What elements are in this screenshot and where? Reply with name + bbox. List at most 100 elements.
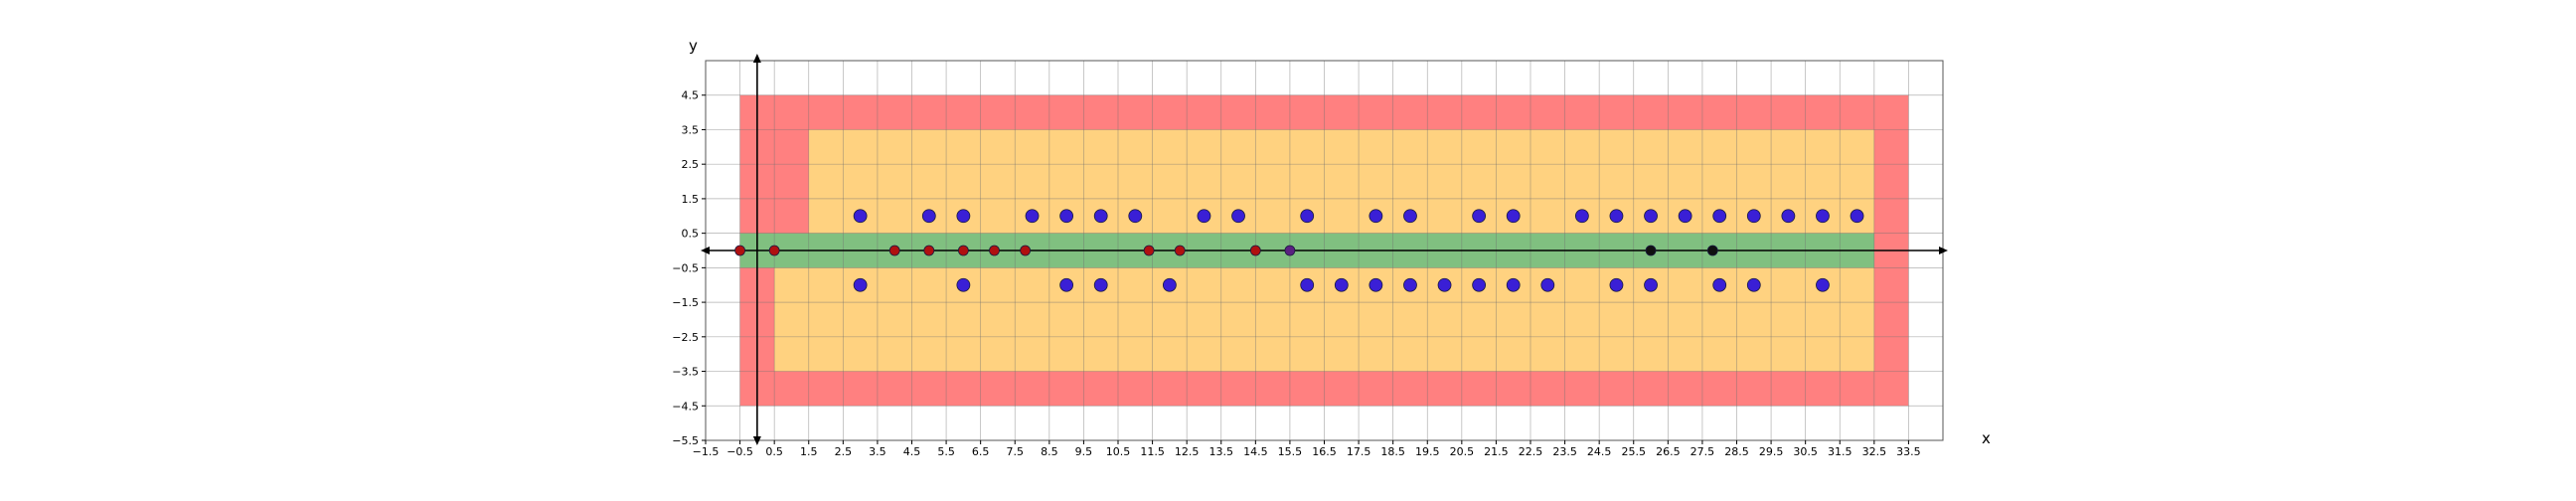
x-tick-label: 3.5 bbox=[869, 445, 886, 458]
x-tick-label: −1.5 bbox=[693, 445, 720, 458]
y-tick-label: 0.5 bbox=[682, 228, 700, 241]
x-tick-label: 9.5 bbox=[1075, 445, 1093, 458]
data-point bbox=[853, 209, 868, 224]
region-1 bbox=[808, 129, 1874, 234]
x-tick-label: 13.5 bbox=[1209, 445, 1234, 458]
data-point bbox=[1231, 209, 1245, 224]
data-point bbox=[1678, 209, 1692, 224]
y-tick-label: −5.5 bbox=[672, 434, 699, 447]
data-point bbox=[1781, 209, 1796, 224]
x-tick-label: 24.5 bbox=[1587, 445, 1612, 458]
x-tick-label: 26.5 bbox=[1656, 445, 1681, 458]
x-tick-label: 28.5 bbox=[1724, 445, 1749, 458]
data-point bbox=[1020, 245, 1032, 256]
data-point bbox=[734, 245, 745, 256]
data-point bbox=[1506, 209, 1521, 224]
y-tick-label: −2.5 bbox=[672, 331, 699, 344]
y-tick-label: 4.5 bbox=[682, 89, 700, 102]
x-tick-label: 10.5 bbox=[1106, 445, 1131, 458]
x-tick-label: 27.5 bbox=[1690, 445, 1715, 458]
x-tick-label: 0.5 bbox=[765, 445, 783, 458]
data-point bbox=[768, 245, 780, 256]
x-tick-label: 14.5 bbox=[1243, 445, 1268, 458]
data-point bbox=[1506, 277, 1521, 292]
data-point bbox=[1816, 277, 1830, 292]
data-point bbox=[1059, 209, 1074, 224]
data-point bbox=[1284, 245, 1296, 256]
x-tick-label: 30.5 bbox=[1793, 445, 1818, 458]
data-point bbox=[1025, 209, 1040, 224]
data-point bbox=[1368, 209, 1383, 224]
y-tick-label: −1.5 bbox=[672, 296, 699, 309]
data-point bbox=[1644, 277, 1658, 292]
points-layer bbox=[734, 209, 1864, 292]
data-point bbox=[1174, 245, 1186, 256]
y-axis-label: y bbox=[689, 37, 698, 55]
tick-labels-layer: −1.5 −0.5 0.5 1.5 2.5 3.5 4.5 5.5 6.5 7.5 8.5 9.5 10… bbox=[672, 89, 1920, 458]
data-point bbox=[1128, 209, 1143, 224]
data-point bbox=[853, 277, 868, 292]
y-tick-label: −0.5 bbox=[672, 261, 699, 274]
x-tick-label: 22.5 bbox=[1519, 445, 1543, 458]
y-axis-arrow-down bbox=[752, 436, 761, 445]
data-point bbox=[956, 277, 971, 292]
data-point bbox=[1746, 209, 1761, 224]
data-point bbox=[989, 245, 1000, 256]
data-point bbox=[957, 245, 969, 256]
data-point bbox=[1574, 209, 1589, 224]
data-point bbox=[1609, 277, 1624, 292]
y-tick-label: 1.5 bbox=[682, 193, 700, 206]
data-point bbox=[1609, 209, 1624, 224]
data-point bbox=[1143, 245, 1155, 256]
x-tick-label: 23.5 bbox=[1552, 445, 1577, 458]
data-point bbox=[1816, 209, 1830, 224]
x-tick-label: 20.5 bbox=[1450, 445, 1475, 458]
data-point bbox=[1712, 209, 1727, 224]
y-tick-label: 3.5 bbox=[682, 123, 700, 136]
data-point bbox=[1249, 245, 1261, 256]
data-point bbox=[1093, 209, 1108, 224]
x-tick-label: 15.5 bbox=[1278, 445, 1303, 458]
data-point bbox=[1472, 277, 1487, 292]
data-point bbox=[1403, 209, 1417, 224]
x-tick-label: 17.5 bbox=[1347, 445, 1371, 458]
data-point bbox=[923, 245, 935, 256]
data-point bbox=[1334, 277, 1349, 292]
x-axis-label: x bbox=[1982, 429, 1991, 447]
x-tick-label: 4.5 bbox=[903, 445, 921, 458]
x-tick-label: 32.5 bbox=[1862, 445, 1887, 458]
x-tick-label: 6.5 bbox=[972, 445, 990, 458]
x-tick-label: 29.5 bbox=[1759, 445, 1784, 458]
x-tick-label: 31.5 bbox=[1828, 445, 1852, 458]
data-point bbox=[1645, 245, 1657, 256]
data-point bbox=[1162, 277, 1177, 292]
data-point bbox=[1472, 209, 1487, 224]
x-tick-label: 5.5 bbox=[937, 445, 955, 458]
data-point bbox=[1368, 277, 1383, 292]
data-point bbox=[956, 209, 971, 224]
data-point bbox=[1706, 245, 1718, 256]
data-point bbox=[888, 245, 900, 256]
x-axis-arrow-left bbox=[701, 247, 710, 254]
x-tick-label: −0.5 bbox=[726, 445, 753, 458]
data-point bbox=[1093, 277, 1108, 292]
x-tick-label: 12.5 bbox=[1175, 445, 1200, 458]
y-tick-label: 2.5 bbox=[682, 158, 700, 171]
x-axis-arrow-right bbox=[1939, 247, 1948, 254]
data-point bbox=[1300, 277, 1315, 292]
x-tick-label: 7.5 bbox=[1007, 445, 1025, 458]
x-tick-label: 21.5 bbox=[1484, 445, 1509, 458]
x-tick-label: 19.5 bbox=[1415, 445, 1440, 458]
data-point bbox=[1644, 209, 1658, 224]
data-point bbox=[1540, 277, 1555, 292]
x-tick-label: 16.5 bbox=[1312, 445, 1337, 458]
data-point bbox=[1437, 277, 1452, 292]
y-axis-arrow-up bbox=[752, 54, 761, 63]
x-tick-label: 8.5 bbox=[1041, 445, 1058, 458]
x-tick-label: 33.5 bbox=[1896, 445, 1921, 458]
data-point bbox=[1197, 209, 1211, 224]
data-point bbox=[921, 209, 936, 224]
y-tick-label: −4.5 bbox=[672, 400, 699, 413]
data-point bbox=[1746, 277, 1761, 292]
